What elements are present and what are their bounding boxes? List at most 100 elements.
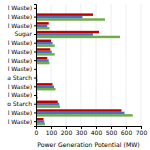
tick-label: l Waste): [8, 4, 32, 11]
tick-label: l Waste): [8, 83, 32, 90]
bar: [36, 123, 45, 125]
tick-mark: [34, 34, 36, 35]
tick-mark: [34, 51, 36, 52]
bar: [36, 88, 56, 90]
tick: 100: [46, 126, 58, 136]
tick: l Waste): [8, 91, 36, 98]
bar: [36, 53, 55, 55]
tick-mark: [34, 25, 36, 26]
tick: l Waste): [8, 13, 36, 20]
tick-label: a Starch: [7, 74, 32, 81]
bar: [36, 86, 54, 88]
bar: [36, 16, 83, 18]
tick-label: 200: [61, 129, 73, 136]
bar: [36, 105, 60, 107]
tick: o Starch: [7, 100, 36, 107]
tick: l Waste): [8, 57, 36, 64]
tick: l Waste): [8, 22, 36, 29]
bar: [36, 42, 53, 44]
bar: [36, 22, 49, 24]
tick-label: l Waste): [8, 48, 32, 55]
tick: l Waste): [8, 118, 36, 125]
tick-label: 400: [91, 129, 103, 136]
tick-mark: [34, 121, 36, 122]
bar: [36, 57, 47, 59]
tick-label: 300: [76, 129, 88, 136]
tick-mark: [34, 112, 36, 113]
plot: 0100200300400500600700l Waste)l Waste)l …: [7, 4, 147, 136]
tick-label: l Waste): [8, 109, 32, 116]
tick-label: Sugar: [14, 30, 32, 38]
grid-line: [66, 4, 67, 126]
y-axis: l Waste)l Waste)l Waste)Sugarl Waste)l W…: [7, 4, 36, 126]
bar: [36, 101, 58, 103]
tick-label: 700: [136, 129, 148, 136]
tick: 600: [121, 126, 133, 136]
tick-mark: [34, 86, 36, 87]
grid-line: [141, 4, 142, 126]
bar: [36, 13, 93, 15]
tick: 500: [106, 126, 118, 136]
tick-label: l Waste): [8, 57, 32, 64]
tick: a Starch: [7, 74, 36, 81]
tick-label: 600: [121, 129, 133, 136]
tick: Sugar: [14, 30, 36, 38]
tick-mark: [34, 69, 36, 70]
bar: [36, 40, 51, 42]
x-axis-title: Power Generation Potential (MW): [37, 141, 140, 148]
bar: [36, 83, 53, 85]
tick-label: 100: [46, 129, 58, 136]
tick-label: 0: [35, 129, 39, 136]
bar: [36, 62, 50, 64]
tick-mark: [34, 95, 36, 96]
tick-label: l Waste): [8, 91, 32, 98]
tick-label: o Starch: [7, 100, 32, 107]
bar: [36, 109, 122, 111]
bar: [36, 44, 55, 46]
tick: l Waste): [8, 65, 36, 72]
tick-mark: [34, 60, 36, 61]
axis-line: [34, 5, 37, 127]
grid-line: [81, 4, 82, 126]
grid-line: [126, 4, 127, 126]
tick-mark: [34, 78, 36, 79]
bar: [36, 112, 125, 114]
bars: [36, 5, 133, 126]
tick-mark: [34, 43, 36, 44]
bar: [36, 36, 120, 38]
bar: [36, 25, 47, 27]
bar: [36, 31, 99, 33]
bar: [36, 103, 59, 105]
bar: [36, 18, 105, 20]
grid-line: [111, 4, 112, 126]
tick-label: 500: [106, 129, 118, 136]
tick: l Waste): [8, 4, 36, 11]
tick: 300: [76, 126, 88, 136]
tick-mark: [34, 8, 36, 9]
tick: 700: [136, 126, 148, 136]
grid-line: [96, 4, 97, 126]
bar: [36, 118, 44, 120]
bar: [36, 51, 52, 53]
bar: [36, 48, 50, 50]
bar: [36, 59, 49, 61]
chart: 0100200300400500600700l Waste)l Waste)l …: [0, 0, 150, 150]
tick-label: l Waste): [8, 39, 32, 46]
tick: l Waste): [8, 83, 36, 90]
bar: [36, 114, 133, 116]
tick: 200: [61, 126, 73, 136]
bar: [36, 33, 93, 35]
x-axis: 0 100200300400500600700: [35, 126, 148, 136]
tick: l Waste): [8, 48, 36, 55]
tick-label: l Waste): [8, 13, 32, 20]
tick-label: l Waste): [8, 118, 32, 125]
tick-mark: [34, 17, 36, 18]
tick-mark: [34, 104, 36, 105]
tick-label: l Waste): [8, 22, 32, 29]
bar: [36, 120, 44, 122]
series: [36, 7, 125, 123]
bar: [36, 27, 50, 29]
tick: 400: [91, 126, 103, 136]
tick: l Waste): [8, 39, 36, 46]
series: [36, 10, 133, 126]
